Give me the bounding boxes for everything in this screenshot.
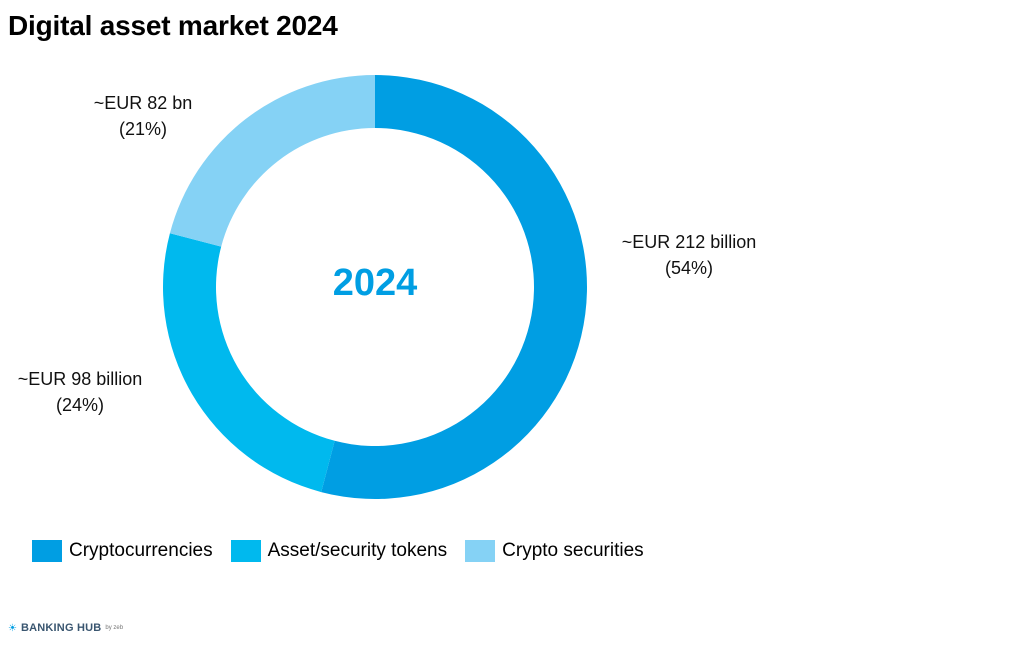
donut-slices (162, 75, 587, 499)
cryptocurrencies-data-label: ~EUR 212 billion (54%) (608, 229, 770, 281)
legend-label-cryptocurrencies: Cryptocurrencies (69, 540, 213, 561)
logo-byline: by zeb (105, 625, 124, 631)
asset-security-tokens-percent: (24%) (55, 395, 104, 415)
donut-center-label: 2024 (332, 262, 418, 304)
donut-slice-asset-security-tokens (162, 233, 335, 493)
legend-swatch-crypto-securities (465, 540, 496, 562)
legend-label-asset-security-tokens: Asset/security tokens (267, 540, 448, 561)
chart-title: Digital asset market 2024 (8, 10, 338, 41)
legend-swatch-cryptocurrencies (32, 540, 62, 562)
logo-star-icon: ☀ (8, 622, 17, 634)
legend-label-crypto-securities: Crypto securities (502, 540, 644, 561)
cryptocurrencies-percent: (54%) (664, 258, 713, 278)
asset-security-tokens-data-label: ~EUR 98 billion (24%) (4, 366, 156, 418)
crypto-securities-value: ~EUR 82 bn (93, 93, 193, 113)
crypto-securities-data-label: ~EUR 82 bn (21%) (82, 90, 204, 142)
legend-item-asset-security-tokens: Asset/security tokens (230, 540, 448, 562)
crypto-securities-percent: (21%) (118, 119, 167, 139)
legend-swatch-asset-security-tokens (230, 540, 261, 562)
donut-slice-cryptocurrencies (321, 75, 587, 499)
cryptocurrencies-value: ~EUR 212 billion (621, 232, 757, 252)
banking-hub-logo: ☀ BANKING HUB by zeb (8, 622, 123, 634)
legend-item-crypto-securities: Crypto securities (465, 540, 644, 562)
chart-legend: Cryptocurrencies Asset/security tokens C… (32, 540, 662, 562)
logo-wordmark: BANKING HUB (20, 622, 102, 634)
legend-item-cryptocurrencies: Cryptocurrencies (32, 540, 213, 562)
asset-security-tokens-value: ~EUR 98 billion (17, 369, 143, 389)
donut-slice-crypto-securities (169, 75, 375, 247)
